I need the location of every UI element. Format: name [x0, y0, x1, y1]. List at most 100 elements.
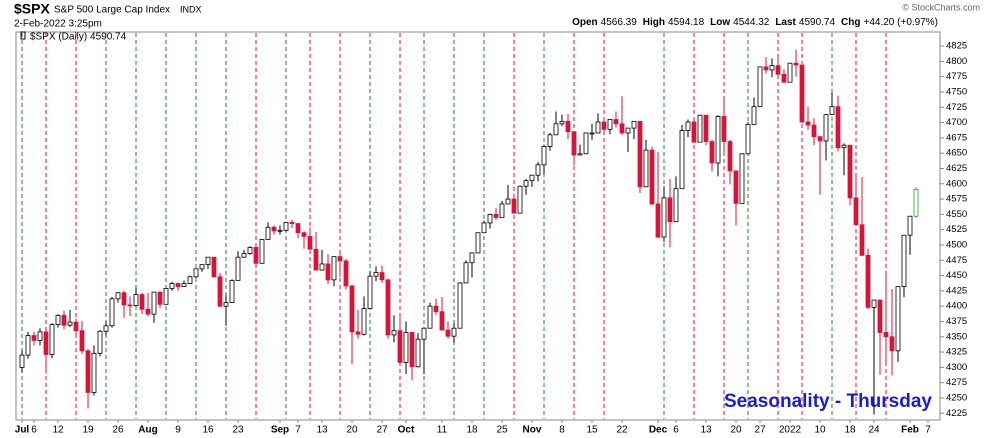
- y-tick-label: 4375: [946, 316, 967, 327]
- candle-body: [193, 268, 199, 278]
- candle-body: [187, 276, 193, 284]
- candle-body: [79, 330, 85, 352]
- x-tick-label: 19: [82, 425, 94, 436]
- candle-body: [85, 350, 91, 393]
- x-tick-label: 23: [232, 425, 244, 436]
- y-tick-label: 4725: [946, 102, 967, 113]
- candle-body: [157, 291, 163, 305]
- candle-body: [811, 124, 817, 138]
- candle-body: [67, 321, 73, 326]
- candle-body: [565, 120, 571, 133]
- x-tick-label: 6: [673, 425, 679, 436]
- candle-body: [343, 260, 349, 287]
- legend: $SPX (Daily) 4590.74: [30, 32, 127, 43]
- y-tick-label: 4500: [946, 239, 967, 250]
- candle-body: [49, 324, 55, 355]
- candle-body: [691, 121, 697, 143]
- candle-body: [91, 352, 97, 393]
- quote-label: Last: [775, 17, 796, 28]
- candle-body: [877, 299, 883, 333]
- candle-body: [295, 223, 301, 234]
- candle-body: [685, 121, 691, 131]
- quote-label: Chg: [841, 17, 860, 28]
- x-tick-label: 7: [295, 425, 301, 436]
- candle-body: [439, 311, 445, 331]
- candle-body: [523, 180, 529, 187]
- candle-body: [301, 232, 307, 237]
- y-tick-label: 4600: [946, 178, 967, 189]
- candle-body: [499, 203, 505, 218]
- candle-body: [127, 304, 133, 307]
- candle-body: [43, 331, 49, 355]
- candle-body: [409, 332, 415, 368]
- x-tick-label: 8: [559, 425, 565, 436]
- candle-body: [55, 314, 61, 325]
- candle-body: [601, 121, 607, 130]
- candle-body: [223, 302, 229, 307]
- candle-body: [829, 106, 835, 116]
- candle-body: [775, 65, 781, 75]
- x-tick-label: Oct: [398, 425, 415, 436]
- candle-body: [199, 264, 205, 270]
- candle-body: [109, 298, 115, 327]
- candle-body: [535, 164, 541, 176]
- candle-body: [787, 62, 793, 83]
- candle-body: [271, 226, 277, 232]
- candle-body: [517, 185, 523, 214]
- candle-body: [481, 222, 487, 234]
- y-tick-label: 4325: [946, 347, 967, 358]
- candle-body: [505, 198, 511, 205]
- x-tick-label: 25: [496, 425, 508, 436]
- x-tick-label: 24: [868, 425, 880, 436]
- x-tick-label: 18: [466, 425, 478, 436]
- candle-body: [493, 213, 499, 218]
- candle-body: [697, 114, 703, 143]
- candle-body: [259, 239, 265, 264]
- x-tick-label: 18: [844, 425, 856, 436]
- candle-body: [715, 116, 721, 164]
- x-tick-label: 15: [586, 425, 598, 436]
- candle-body: [727, 141, 733, 172]
- candle-body: [367, 275, 373, 310]
- candle-body: [457, 282, 463, 329]
- candle-body: [325, 263, 331, 281]
- y-tick-label: 4575: [946, 194, 967, 205]
- candle-body: [241, 253, 247, 258]
- candle-body: [643, 149, 649, 188]
- candle-body: [307, 236, 313, 250]
- y-tick-label: 4675: [946, 132, 967, 143]
- candle-body: [421, 327, 427, 340]
- candle-body: [331, 256, 337, 281]
- candle-body: [511, 198, 517, 214]
- x-tick-label: 20: [346, 425, 358, 436]
- candle-body: [139, 294, 145, 310]
- symbol: $SPX: [14, 1, 50, 17]
- candle-body: [115, 292, 121, 300]
- candle-body: [841, 144, 847, 149]
- candle-body: [655, 203, 661, 238]
- candle-body: [859, 224, 865, 256]
- candle-body: [355, 331, 361, 335]
- candle-body: [763, 66, 769, 71]
- candle-body: [913, 188, 919, 217]
- quote-label: Open: [572, 17, 598, 28]
- candle-body: [349, 285, 355, 333]
- quote-label: High: [643, 17, 665, 28]
- candle-body: [625, 127, 631, 134]
- y-tick-label: 4550: [946, 209, 967, 220]
- candle-body: [31, 335, 37, 341]
- candle-body: [637, 120, 643, 188]
- y-tick-label: 4475: [946, 255, 967, 266]
- x-tick-label: 20: [730, 425, 742, 436]
- legend-icon: [20, 31, 26, 40]
- candle-body: [145, 308, 151, 315]
- candle-body: [865, 254, 871, 308]
- candle-body: [607, 119, 613, 130]
- y-tick-label: 4225: [946, 408, 967, 419]
- candle-body: [817, 136, 823, 142]
- candle-body: [403, 332, 409, 363]
- candle-body: [529, 174, 535, 182]
- exchange: INDX: [180, 4, 202, 14]
- candle-body: [97, 330, 103, 354]
- candle-body: [313, 248, 319, 271]
